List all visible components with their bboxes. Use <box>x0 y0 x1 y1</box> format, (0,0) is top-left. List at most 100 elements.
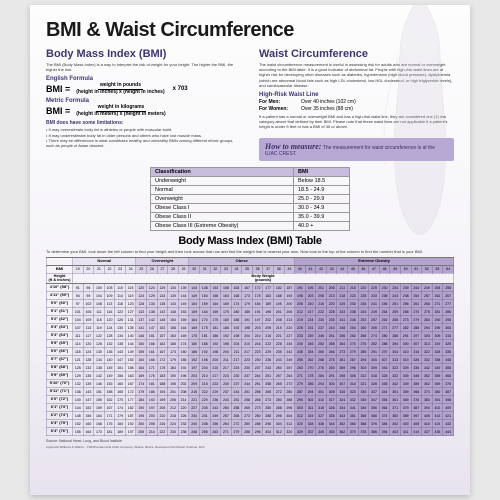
weight-cell: 275 <box>422 308 433 316</box>
weight-cell: 184 <box>252 300 263 308</box>
weight-cell: 312 <box>358 372 369 380</box>
weight-cell: 108 <box>94 300 105 308</box>
english-formula: BMI = weight in pounds (height in inches… <box>46 83 241 95</box>
weight-cell: 181 <box>147 380 158 388</box>
x703: x 703 <box>173 86 188 92</box>
weight-cell: 134 <box>94 356 105 364</box>
weight-cell: 94 <box>73 292 84 300</box>
class-cell: Underweight <box>151 176 294 185</box>
weight-cell: 223 <box>252 348 263 356</box>
bmi-col-header: 31 <box>199 265 210 273</box>
weight-cell: 251 <box>263 372 274 380</box>
weight-cell: 151 <box>147 332 158 340</box>
weight-cell: 355 <box>443 364 454 372</box>
height-cell: 6'3" (75") <box>47 420 73 428</box>
weight-cell: 421 <box>443 412 454 420</box>
weight-cell: 124 <box>136 292 147 300</box>
weight-cell: 379 <box>400 404 411 412</box>
weight-cell: 225 <box>337 300 348 308</box>
weight-cell: 140 <box>125 332 136 340</box>
weight-cell: 138 <box>94 364 105 372</box>
weight-cell: 312 <box>295 412 306 420</box>
weight-cell: 192 <box>125 420 136 428</box>
weight-cell: 296 <box>252 428 263 436</box>
weight-cell: 211 <box>221 356 232 364</box>
weight-cell: 380 <box>432 388 443 396</box>
weight-cell: 262 <box>305 356 316 364</box>
weight-cell: 160 <box>136 356 147 364</box>
weight-cell: 248 <box>295 348 306 356</box>
weight-cell: 270 <box>305 364 316 372</box>
weight-cell: 192 <box>199 348 210 356</box>
weight-cell: 265 <box>242 404 253 412</box>
weight-cell: 117 <box>83 332 94 340</box>
weight-cell: 173 <box>242 292 253 300</box>
english-fraction: weight in pounds (height in inches) x (h… <box>74 83 166 95</box>
weight-cell: 239 <box>305 332 316 340</box>
weight-cell: 210 <box>252 332 263 340</box>
weight-cell: 236 <box>358 300 369 308</box>
weight-cell: 167 <box>157 348 168 356</box>
bmi-heading: Body Mass Index (BMI) <box>46 48 241 60</box>
weight-cell: 175 <box>221 308 232 316</box>
bmi-col-header: 39 <box>284 265 295 273</box>
weight-cell: 262 <box>432 292 443 300</box>
weight-cell: 164 <box>199 308 210 316</box>
weight-cell: 169 <box>210 308 221 316</box>
limitation-item: There may be differences in what constit… <box>46 138 241 148</box>
weight-cell: 329 <box>295 428 306 436</box>
weight-cell: 444 <box>443 428 454 436</box>
weight-cell: 156 <box>83 412 94 420</box>
height-cell: 5'7" (67") <box>47 356 73 364</box>
weight-cell: 153 <box>168 316 179 324</box>
weight-cell: 280 <box>242 420 253 428</box>
weight-cell: 254 <box>348 324 359 332</box>
weight-cell: 257 <box>273 372 284 380</box>
weight-cell: 413 <box>432 412 443 420</box>
weight-cell: 137 <box>136 316 147 324</box>
weight-cell: 201 <box>168 388 179 396</box>
weight-cell: 386 <box>369 428 380 436</box>
weight-cell: 343 <box>337 412 348 420</box>
weight-cell: 280 <box>263 404 274 412</box>
weight-cell: 111 <box>73 332 84 340</box>
weight-cell: 276 <box>358 340 369 348</box>
weight-cell: 134 <box>115 332 126 340</box>
weight-cell: 210 <box>199 372 210 380</box>
weight-cell: 313 <box>390 356 401 364</box>
weight-cell: 147 <box>83 396 94 404</box>
weight-cell: 220 <box>178 404 189 412</box>
weight-cell: 180 <box>178 348 189 356</box>
weight-cell: 408 <box>411 420 422 428</box>
weight-cell: 205 <box>157 404 168 412</box>
class-cell: Obese Class I <box>151 203 294 212</box>
weight-cell: 124 <box>83 348 94 356</box>
weight-cell: 332 <box>348 396 359 404</box>
weight-cell: 177 <box>263 284 274 292</box>
class-header: BMI <box>293 167 349 176</box>
hr-men-label: For Men: <box>259 99 301 105</box>
weight-cell: 126 <box>115 316 126 324</box>
weight-cell: 311 <box>305 404 316 412</box>
bmi-col-header: 47 <box>369 265 380 273</box>
weight-cell: 201 <box>316 284 327 292</box>
weight-cell: 195 <box>136 412 147 420</box>
height-cell: 5'1" (61") <box>47 308 73 316</box>
weight-cell: 148 <box>157 316 168 324</box>
weight-cell: 204 <box>210 356 221 364</box>
weight-cell: 248 <box>199 420 210 428</box>
weight-cell: 316 <box>379 364 390 372</box>
weight-cell: 234 <box>390 284 401 292</box>
weight-cell: 118 <box>115 300 126 308</box>
weight-cell: 130 <box>115 324 126 332</box>
weight-cell: 251 <box>390 300 401 308</box>
weight-cell: 351 <box>348 412 359 420</box>
weight-cell: 158 <box>104 388 115 396</box>
class-cell: Normal <box>151 185 294 194</box>
weight-cell: 405 <box>422 412 433 420</box>
weight-cell: 148 <box>73 412 84 420</box>
weight-cell: 310 <box>316 396 327 404</box>
weight-cell: 248 <box>337 324 348 332</box>
weight-cell: 185 <box>178 356 189 364</box>
weight-cell: 138 <box>147 308 158 316</box>
